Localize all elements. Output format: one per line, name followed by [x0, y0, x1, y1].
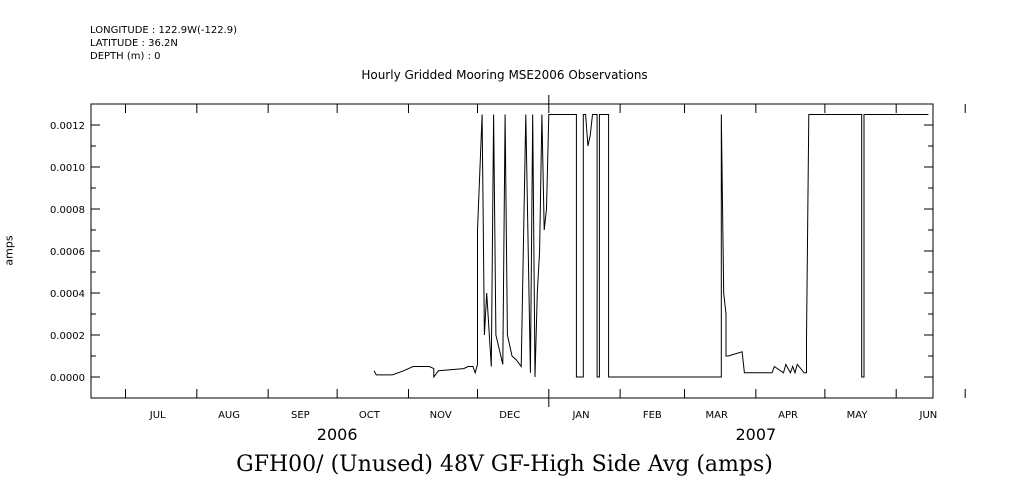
x-tick-label: FEB	[643, 410, 662, 421]
y-tick-label: 0.0012	[50, 121, 85, 132]
x-tick-label: OCT	[359, 410, 381, 421]
variable-title: GFH00/ (Unused) 48V GF-High Side Avg (am…	[236, 452, 773, 477]
y-tick-label: 0.0010	[50, 163, 85, 174]
longitude-label: LONGITUDE : 122.9W(-122.9)	[90, 25, 237, 36]
y-tick-label: 0.0002	[50, 331, 85, 342]
x-tick-label: JUN	[919, 410, 938, 421]
y-tick-label: 0.0008	[50, 205, 85, 216]
x-tick-label: NOV	[430, 410, 452, 421]
depth-label: DEPTH (m) : 0	[90, 51, 161, 62]
x-tick-label: APR	[778, 410, 798, 421]
chart-title: Hourly Gridded Mooring MSE2006 Observati…	[361, 68, 648, 82]
y-tick-label: 0.0000	[50, 373, 85, 384]
x-tick-label: JAN	[571, 410, 589, 421]
year-label: 2006	[317, 425, 358, 444]
x-tick-label: AUG	[218, 410, 240, 421]
latitude-label: LATITUDE : 36.2N	[90, 38, 178, 49]
series-line	[373, 114, 929, 379]
x-tick-label: MAR	[706, 410, 728, 421]
x-tick-label: JUL	[149, 410, 166, 421]
year-label: 2007	[735, 425, 776, 444]
y-tick-label: 0.0004	[50, 289, 85, 300]
x-tick-label: DEC	[499, 410, 520, 421]
x-tick-label: SEP	[291, 410, 310, 421]
x-tick-label: MAY	[847, 410, 869, 421]
y-tick-label: 0.0006	[50, 247, 85, 258]
